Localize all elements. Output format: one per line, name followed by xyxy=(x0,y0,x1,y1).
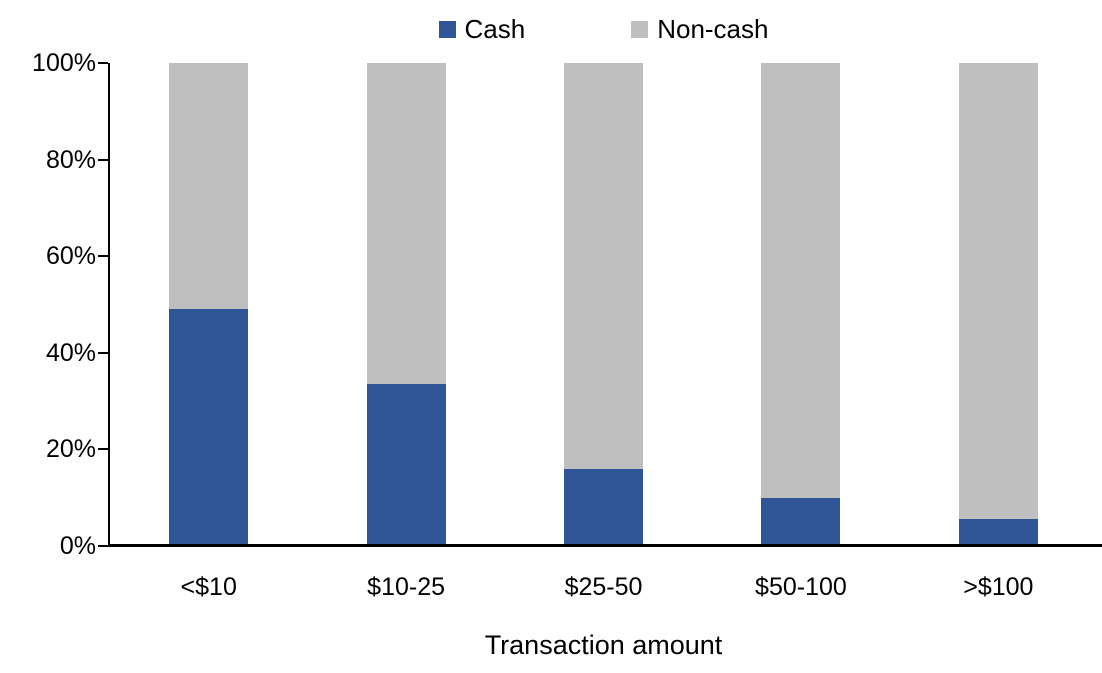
x-axis-title: Transaction amount xyxy=(484,630,723,660)
bar-segment-cash xyxy=(563,468,643,546)
y-axis-line xyxy=(108,63,110,546)
bar-segment-cash xyxy=(169,309,249,546)
y-tick-label: 40% xyxy=(45,338,96,367)
y-tick-mark xyxy=(98,351,108,354)
x-tick-label: $10-25 xyxy=(367,573,446,601)
legend-item-cash: Cash xyxy=(438,12,526,46)
bar-3 xyxy=(563,63,643,546)
y-tick-mark xyxy=(98,255,108,258)
y-tick-mark xyxy=(98,545,108,547)
y-tick-label: 60% xyxy=(45,242,96,271)
bar-1 xyxy=(169,63,249,546)
legend-item-non-cash: Non-cash xyxy=(631,12,768,46)
bar-segment-non-cash xyxy=(563,63,643,469)
bar-segment-cash xyxy=(958,519,1038,546)
bar-4 xyxy=(761,63,841,546)
bar-segment-non-cash xyxy=(169,63,249,310)
y-tick-mark xyxy=(98,62,108,64)
bar-segment-cash xyxy=(366,384,446,546)
bar-segment-non-cash xyxy=(761,63,841,498)
x-axis-labels: <$10 $10-25 $25-50 $50-100 >$100 xyxy=(110,572,1097,602)
non-cash-swatch-icon xyxy=(631,20,649,38)
y-tick-mark xyxy=(98,448,108,451)
plot-area xyxy=(110,63,1097,546)
cash-swatch-icon xyxy=(438,20,456,38)
y-tick-label: 80% xyxy=(45,145,96,174)
y-tick-label: 20% xyxy=(45,435,96,464)
x-tick-label: $25-50 xyxy=(564,573,643,601)
legend-label-cash: Cash xyxy=(464,14,526,44)
x-tick-label: >$100 xyxy=(963,573,1034,601)
y-tick-label: 0% xyxy=(59,532,96,560)
bar-5 xyxy=(958,63,1038,546)
bar-2 xyxy=(366,63,446,546)
x-tick-label: $50-100 xyxy=(755,573,847,601)
bar-segment-cash xyxy=(761,497,841,546)
legend: Cash Non-cash xyxy=(110,12,1097,46)
bar-segment-non-cash xyxy=(366,63,446,385)
x-axis-line xyxy=(108,544,1102,547)
y-tick-mark xyxy=(98,158,108,161)
y-tick-label: 100% xyxy=(32,49,96,77)
legend-label-non-cash: Non-cash xyxy=(657,14,769,44)
bar-segment-non-cash xyxy=(958,63,1038,520)
x-tick-label: <$10 xyxy=(180,573,237,601)
